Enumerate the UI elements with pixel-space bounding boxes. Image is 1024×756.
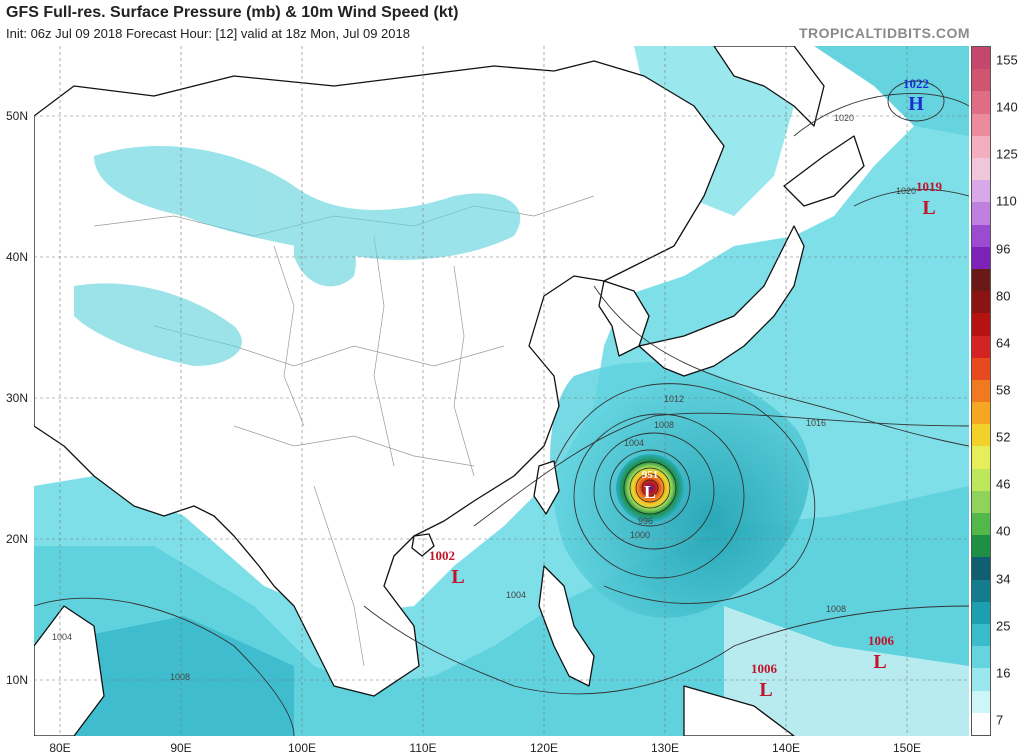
colorbar-segment: [972, 47, 990, 70]
lat-label: 30N: [5, 391, 28, 405]
isobar-label: 1004: [624, 438, 644, 448]
colorbar-segment: [972, 601, 990, 625]
lon-label: 90E: [170, 741, 192, 755]
colorbar-segment: [972, 335, 990, 359]
colorbar-segment: [972, 513, 990, 536]
chart-subtitle: Init: 06z Jul 09 2018 Forecast Hour: [12…: [6, 26, 410, 41]
colorbar-tick-label: 52: [996, 429, 1011, 445]
low-pressure-value: 1019: [916, 179, 943, 194]
lon-label: 80E: [49, 741, 71, 755]
colorbar-segment: [972, 268, 990, 292]
lon-label: 120E: [529, 741, 559, 755]
colorbar-segment: [972, 468, 990, 492]
low-pressure-value: 1002: [429, 548, 455, 563]
colorbar-tick-label: 7: [996, 712, 1004, 728]
typhoon-pressure-value: 951: [642, 469, 659, 481]
lon-label: 110E: [409, 741, 437, 755]
colorbar-segment: [972, 113, 990, 137]
colorbar-segment: [972, 490, 990, 514]
colorbar-tick-label: 25: [996, 618, 1011, 634]
colorbar-tick-label: 34: [996, 571, 1011, 587]
graticule: [34, 46, 969, 736]
high-pressure-marker: H: [908, 93, 924, 115]
colorbar-tick-label: 16: [996, 665, 1011, 681]
isobar-label: 1004: [52, 632, 72, 642]
colorbar-segment: [972, 313, 990, 336]
colorbar-segment: [972, 202, 990, 226]
lat-label: 50N: [5, 109, 28, 123]
brand-watermark[interactable]: TROPICALTIDBITS.COM: [798, 25, 970, 41]
colorbar-segment: [972, 357, 990, 381]
colorbar-tick-label: 64: [996, 335, 1011, 351]
lat-label: 20N: [5, 532, 28, 546]
colorbar-segment: [972, 402, 990, 425]
isobar-label: 1020: [834, 113, 854, 123]
colorbar-segment: [972, 180, 990, 203]
isobar-label: 1004: [506, 590, 526, 600]
colorbar-segment: [972, 424, 990, 447]
low-pressure-value: 1006: [868, 633, 895, 648]
low-pressure-marker: L: [759, 679, 772, 701]
lat-label: 10N: [5, 673, 28, 687]
low-pressure-marker: L: [451, 566, 464, 588]
lon-label: 140E: [771, 741, 801, 755]
low-pressure-marker: L: [922, 197, 935, 219]
colorbar-segment: [972, 557, 990, 581]
colorbar-segment: [972, 579, 990, 603]
colorbar-segment: [972, 157, 990, 181]
colorbar-tick-label: 155: [996, 52, 1018, 68]
typhoon-core: [616, 454, 684, 522]
colorbar-tick-label: 96: [996, 241, 1011, 257]
isobar-labels: 1020 1020 1016 1012 1008 1004 1000 996 1…: [52, 113, 916, 682]
map-panel[interactable]: 1020 1020 1016 1012 1008 1004 1000 996 1…: [34, 46, 969, 736]
isobar-label: 1008: [826, 604, 846, 614]
colorbar-tick-label: 140: [996, 99, 1018, 115]
wind-speed-colorbar: [971, 46, 991, 736]
isobar-label: 1020: [896, 186, 916, 196]
terrain-wind-shading: [74, 146, 521, 366]
colorbar-segment: [972, 291, 990, 314]
colorbar-segment: [972, 712, 990, 736]
isobar-label: 1008: [654, 420, 674, 430]
isobars: [34, 80, 969, 736]
map-svg: 1020 1020 1016 1012 1008 1004 1000 996 1…: [34, 46, 969, 736]
lon-label: 130E: [650, 741, 680, 755]
colorbar-segment: [972, 624, 990, 647]
chart-title: GFS Full-res. Surface Pressure (mb) & 10…: [6, 4, 459, 21]
colorbar-segment: [972, 91, 990, 115]
pressure-centers: 1022 H 1019 L 951 L 1002 L 1006 L 1006 L: [429, 76, 943, 701]
colorbar-segment: [972, 69, 990, 92]
isobar-label: 1000: [630, 530, 650, 540]
colorbar-tick-label: 40: [996, 523, 1011, 539]
colorbar-tick-label: 80: [996, 288, 1011, 304]
colorbar-tick-label: 58: [996, 382, 1011, 398]
isobar-label: 1008: [170, 672, 190, 682]
low-pressure-value: 1006: [751, 661, 778, 676]
colorbar-tick-label: 125: [996, 146, 1018, 162]
colorbar-segment: [972, 224, 990, 248]
colorbar-segment: [972, 446, 990, 470]
colorbar-segment: [972, 646, 990, 669]
colorbar-segment: [972, 135, 990, 159]
colorbar-segment: [972, 690, 990, 714]
colorbar-tick-label: 110: [996, 193, 1017, 209]
typhoon-marker: L: [644, 482, 656, 502]
lon-label: 150E: [892, 741, 922, 755]
isobar-label: 1016: [806, 418, 826, 428]
high-pressure-value: 1022: [903, 76, 929, 91]
colorbar-tick-label: 46: [996, 476, 1011, 492]
lat-label: 40N: [5, 250, 28, 264]
colorbar-segment: [972, 668, 990, 692]
isobar-label: 1012: [664, 394, 684, 404]
colorbar-segment: [972, 535, 990, 558]
lon-label: 100E: [287, 741, 317, 755]
low-pressure-marker: L: [873, 651, 886, 673]
colorbar-segment: [972, 246, 990, 270]
isobar-label: 996: [638, 516, 653, 526]
colorbar-segment: [972, 379, 990, 403]
